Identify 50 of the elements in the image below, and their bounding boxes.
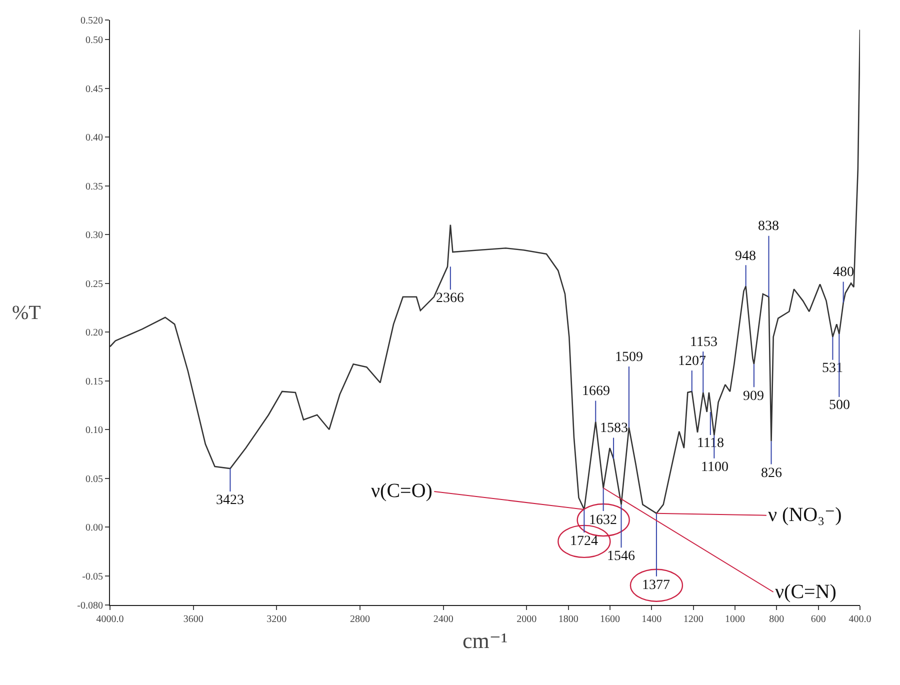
y-tick-label: 0.35 xyxy=(86,181,103,192)
annotation: 1377 xyxy=(642,578,670,593)
x-tick-label: 400.0 xyxy=(848,614,872,625)
x-tick-label: 4000.0 xyxy=(96,614,124,625)
x-tick-label: 1000 xyxy=(725,614,745,625)
y-tick-label: 0.00 xyxy=(86,522,103,534)
y-tick-label: 0.25 xyxy=(86,278,103,290)
x-tick-label: 3200 xyxy=(266,614,287,625)
x-tick-label: 1400 xyxy=(642,614,662,625)
y-tick-label: 0.45 xyxy=(86,84,103,95)
y-tick-label: 0.40 xyxy=(86,132,103,144)
y-axis-title: %T xyxy=(12,302,41,324)
x-tick-label: 1800 xyxy=(558,614,578,625)
annotation: 500 xyxy=(829,398,850,413)
x-tick-label: 2400 xyxy=(433,614,454,625)
y-tick-label: 0.50 xyxy=(86,35,103,46)
annotation: ν (NO₃⁻) xyxy=(768,504,842,526)
annotation: ν(C=O) xyxy=(371,480,432,502)
x-tick-label: 2000 xyxy=(516,614,537,625)
x-tick-label: 600 xyxy=(810,614,826,625)
annotation: 838 xyxy=(758,219,779,234)
annotation: 3423 xyxy=(216,493,244,508)
annotation: 1509 xyxy=(615,350,643,365)
annotation: 1153 xyxy=(690,335,718,350)
x-tick-label: 3600 xyxy=(183,614,204,625)
x-tick-label: 1200 xyxy=(683,614,704,625)
y-tick-label: 0.15 xyxy=(86,376,103,388)
x-tick-label: 1600 xyxy=(600,614,620,625)
y-tick-label: 0.520 xyxy=(80,16,103,26)
annotation: 1724 xyxy=(570,534,598,549)
annotation: 948 xyxy=(735,249,756,264)
annotation: 1583 xyxy=(600,421,628,436)
y-tick-label: 0.05 xyxy=(86,474,103,485)
annotation: 2366 xyxy=(436,291,464,306)
annotation: 480 xyxy=(833,265,854,280)
annotation: 1669 xyxy=(582,384,610,399)
annotation: 1546 xyxy=(607,549,635,564)
y-tick-label: 0.30 xyxy=(86,230,103,241)
annotation: 909 xyxy=(743,389,764,404)
y-tick-label: -0.080 xyxy=(77,600,103,612)
y-tick-label: 0.10 xyxy=(86,425,103,436)
x-tick-label: 2800 xyxy=(350,614,370,625)
annotation: ν(C=N) xyxy=(775,581,836,603)
annotation: 1100 xyxy=(701,460,728,475)
annotation: 1632 xyxy=(589,513,617,528)
x-axis-title: cm⁻¹ xyxy=(462,628,508,653)
y-tick-label: 0.20 xyxy=(86,328,103,338)
x-tick-label: 800 xyxy=(769,614,784,625)
annotation: 826 xyxy=(761,466,782,481)
y-tick-label: -0.05 xyxy=(82,571,103,582)
